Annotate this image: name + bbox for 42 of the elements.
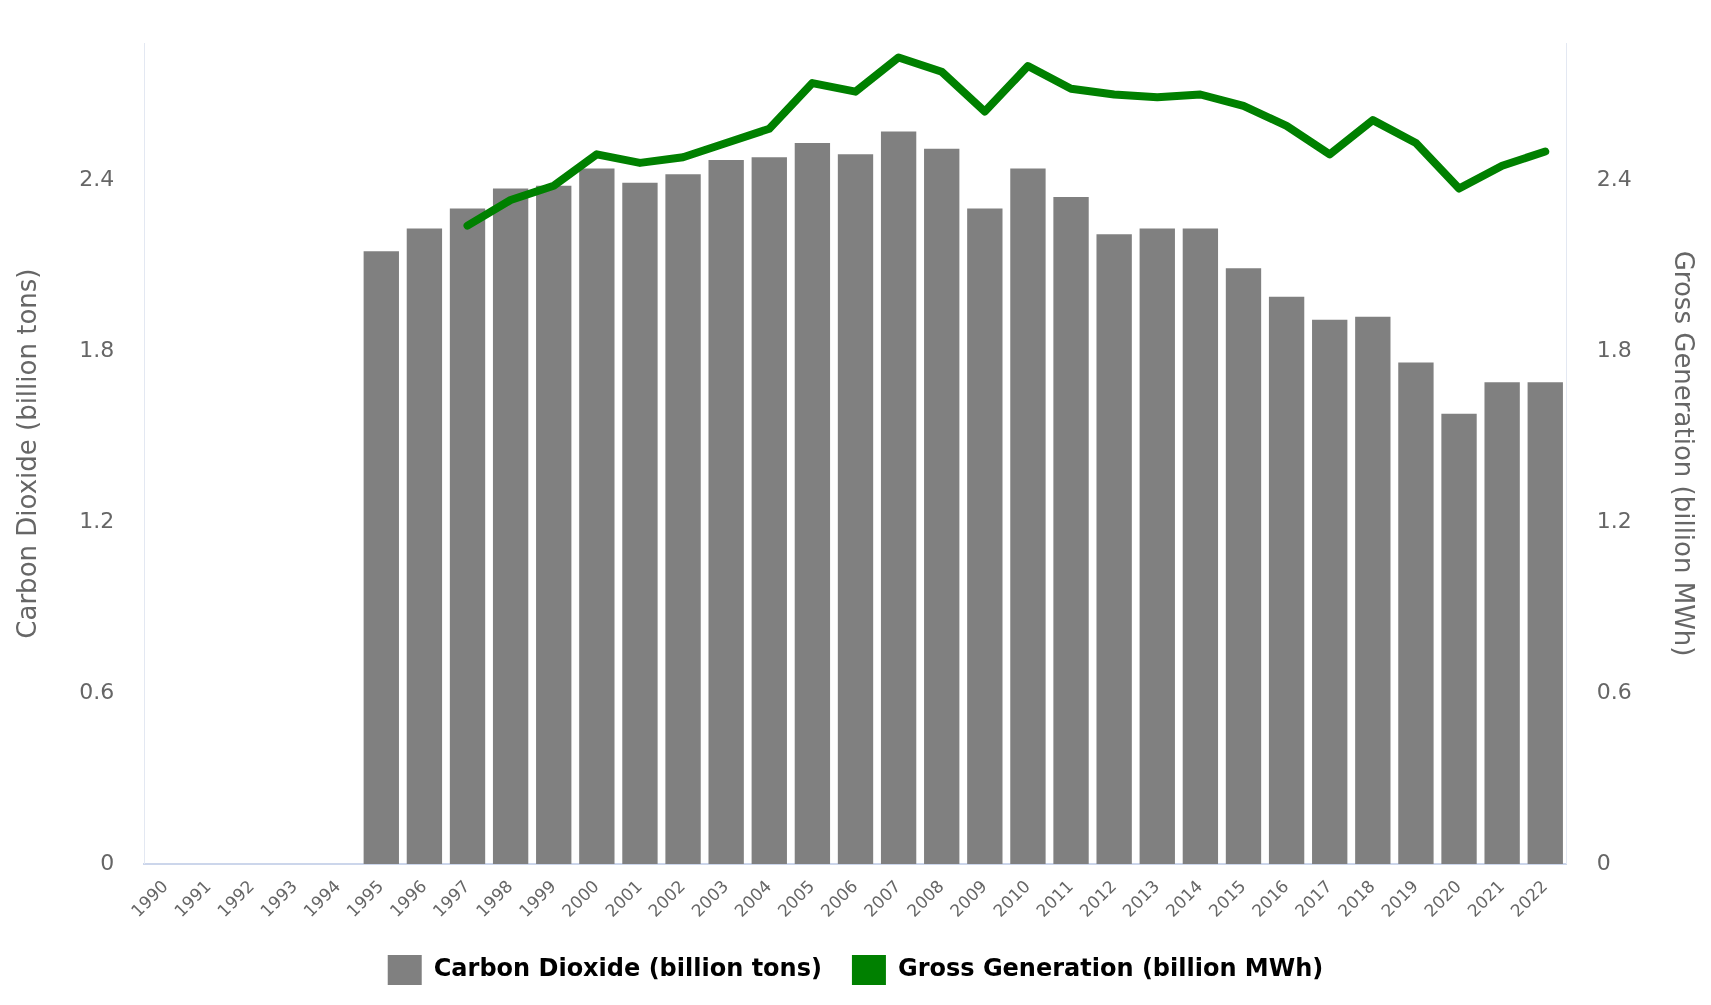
bar	[837, 154, 874, 864]
y-tick-label: 0.6	[79, 678, 115, 704]
y2-axis-title: Gross Generation (billion MWh)	[1668, 250, 1699, 657]
bar	[880, 131, 917, 864]
y-tick-label: 1.2	[79, 507, 115, 533]
bar	[406, 228, 443, 864]
y2-tick-label: 1.2	[1596, 507, 1632, 533]
y-axis-title: Carbon Dioxide (billion tons)	[12, 268, 43, 639]
y2-tick-label: 0.6	[1596, 678, 1632, 704]
y-tick-label: 0	[100, 849, 115, 875]
y2-tick-label: 0	[1596, 849, 1611, 875]
bar	[924, 148, 960, 864]
bar	[1053, 197, 1089, 864]
bar	[622, 182, 658, 864]
bar	[363, 251, 399, 864]
bar	[536, 185, 572, 864]
y-tick-label: 1.8	[79, 336, 115, 362]
bar	[449, 208, 486, 864]
bar	[1355, 316, 1391, 864]
bar	[1527, 382, 1563, 864]
legend-label: Carbon Dioxide (billion tons)	[433, 954, 822, 983]
bar	[492, 188, 529, 864]
bar	[1484, 382, 1520, 864]
legend-label: Gross Generation (billion MWh)	[897, 954, 1324, 983]
bar	[1182, 228, 1219, 864]
y-tick-label: 2.4	[79, 165, 115, 191]
bar	[1096, 234, 1132, 864]
bar	[1139, 228, 1175, 864]
y2-tick-label: 1.8	[1596, 336, 1632, 362]
bar	[1398, 362, 1434, 864]
bar	[967, 208, 1003, 864]
bar	[1441, 413, 1477, 864]
bar	[1010, 168, 1046, 864]
bar	[794, 142, 831, 864]
bar	[1225, 268, 1262, 864]
bar	[665, 174, 701, 864]
bar	[1312, 319, 1348, 864]
bar	[708, 160, 744, 864]
y2-tick-label: 2.4	[1596, 165, 1632, 191]
bar	[1268, 296, 1305, 864]
bar	[579, 168, 615, 864]
bar	[751, 157, 787, 864]
